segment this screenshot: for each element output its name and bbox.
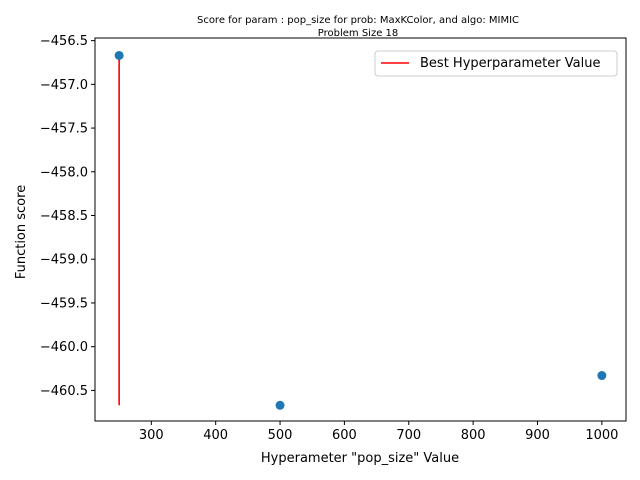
x-tick-label: 300 <box>139 428 164 443</box>
data-point <box>597 371 607 381</box>
legend-label: Best Hyperparameter Value <box>420 56 600 71</box>
x-axis-label: Hyperameter "pop_size" Value <box>261 451 459 466</box>
y-tick-label: −459.0 <box>40 253 88 268</box>
y-axis-ticks: −456.5 −457.0 −457.5 −458.0 −458.5 −459.0 −459… <box>40 34 95 399</box>
x-tick-label: 700 <box>396 428 421 443</box>
data-point <box>114 50 124 60</box>
x-tick-label: 600 <box>332 428 357 443</box>
legend-box <box>374 50 618 77</box>
x-tick-label: 1000 <box>585 428 618 443</box>
y-tick-label: −460.5 <box>40 384 88 399</box>
chart-title: Score for param : pop_size for prob: Max… <box>197 15 519 26</box>
x-tick-label: 900 <box>525 428 550 443</box>
x-tick-label: 500 <box>268 428 293 443</box>
y-tick-label: −459.5 <box>40 296 88 311</box>
legend: Best Hyperparameter Value <box>374 50 618 77</box>
y-axis-label: Function score <box>14 185 29 279</box>
plot-area-frame <box>94 37 627 422</box>
y-tick-label: −457.0 <box>40 78 88 93</box>
data-points <box>114 50 607 410</box>
y-tick-label: −458.0 <box>40 165 88 180</box>
y-tick-label: −457.5 <box>40 122 88 137</box>
y-tick-label: −460.0 <box>40 340 88 355</box>
data-point <box>275 400 285 410</box>
chart-subtitle: Problem Size 18 <box>318 28 399 39</box>
x-tick-label: 400 <box>203 428 228 443</box>
y-tick-label: −458.5 <box>40 209 88 224</box>
y-tick-label: −456.5 <box>40 34 88 49</box>
x-tick-label: 800 <box>461 428 486 443</box>
x-axis-ticks: 300 400 500 600 700 800 900 1000 <box>139 421 618 443</box>
